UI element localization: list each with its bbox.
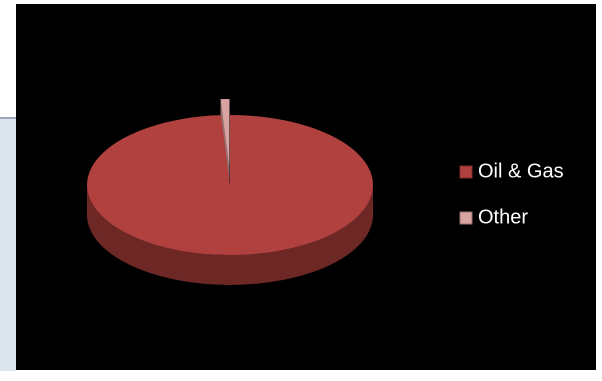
chart: Oil & Gas Other [16, 4, 596, 370]
pie-slice [86, 115, 374, 255]
legend-label: Oil & Gas [478, 160, 564, 182]
legend-label: Other [478, 206, 528, 228]
pie-slice [220, 99, 230, 170]
legend-swatch [459, 165, 473, 179]
legend-swatch [459, 211, 473, 225]
pie-side [87, 185, 373, 285]
side-panel [0, 118, 16, 371]
